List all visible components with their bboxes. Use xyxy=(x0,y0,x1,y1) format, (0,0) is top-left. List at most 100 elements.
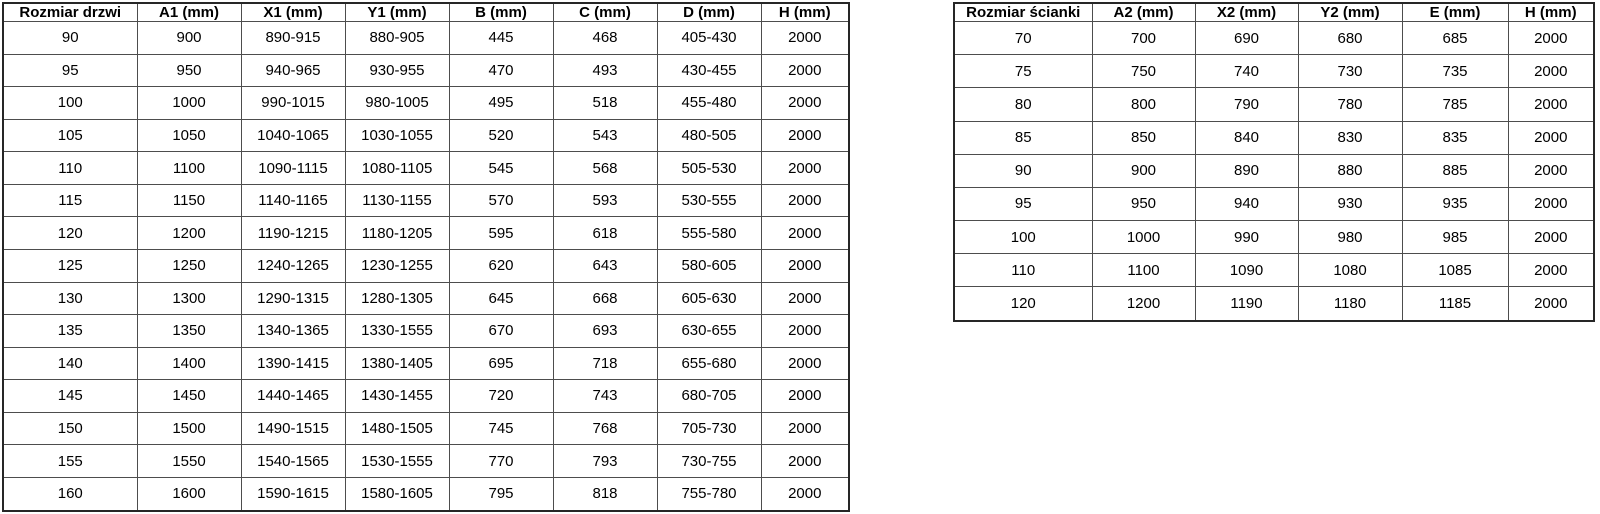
table-cell: 555-580 xyxy=(656,216,762,250)
column-header: A2 (mm) xyxy=(1091,2,1196,22)
table-cell: 1190 xyxy=(1194,286,1299,322)
table-cell: 95 xyxy=(953,186,1093,222)
table-cell: 125 xyxy=(2,248,138,283)
table-cell: 568 xyxy=(552,151,658,185)
table-cell: 2000 xyxy=(1507,220,1595,255)
table-cell: 1050 xyxy=(136,118,242,153)
table-cell: 1450 xyxy=(136,379,242,413)
table-cell: 455-480 xyxy=(656,86,762,120)
column-header: E (mm) xyxy=(1401,2,1509,22)
table-cell: 2000 xyxy=(760,151,850,185)
table-cell: 543 xyxy=(552,118,658,153)
table-cell: 750 xyxy=(1091,54,1196,89)
table-cell: 2000 xyxy=(760,346,850,381)
table-cell: 800 xyxy=(1091,87,1196,122)
table-cell: 643 xyxy=(552,248,658,283)
table-cell: 885 xyxy=(1401,153,1509,188)
table-cell: 2000 xyxy=(760,281,850,316)
table-cell: 1580-1605 xyxy=(344,476,450,512)
table-cell: 120 xyxy=(2,216,138,250)
table-cell: 2000 xyxy=(1507,87,1595,122)
table-cell: 1480-1505 xyxy=(344,411,450,446)
table-cell: 130 xyxy=(2,281,138,316)
table-cell: 445 xyxy=(448,21,554,55)
table-cell: 700 xyxy=(1091,20,1196,56)
table-cell: 495 xyxy=(448,86,554,120)
table-cell: 1400 xyxy=(136,346,242,381)
table-row: 100 1000 990-1015 980-1005 495 518 455-480 2000 xyxy=(2,86,850,120)
table-cell: 690 xyxy=(1194,20,1299,56)
column-header: D (mm) xyxy=(656,2,762,22)
table-cell: 743 xyxy=(552,379,658,413)
column-header: B (mm) xyxy=(448,2,554,22)
table-row: 145 1450 1440-1465 1430-1455 720 743 680-705 20… xyxy=(2,379,850,413)
table-cell: 1085 xyxy=(1401,253,1509,288)
table-cell: 1380-1405 xyxy=(344,346,450,381)
table-cell: 835 xyxy=(1401,120,1509,155)
table-cell: 740 xyxy=(1194,54,1299,89)
column-header: X2 (mm) xyxy=(1194,2,1299,22)
table-cell: 530-555 xyxy=(656,183,762,218)
table-cell: 830 xyxy=(1297,120,1403,155)
table-cell: 1280-1305 xyxy=(344,281,450,316)
table-cell: 730 xyxy=(1297,54,1403,89)
table-cell: 850 xyxy=(1091,120,1196,155)
table-row: 85 850 840 830 835 2000 xyxy=(953,120,1595,155)
table-cell: 518 xyxy=(552,86,658,120)
table-cell: 2000 xyxy=(760,411,850,446)
table-cell: 1290-1315 xyxy=(240,281,346,316)
table-cell: 990-1015 xyxy=(240,86,346,120)
table-row: 105 1050 1040-1065 1030-1055 520 543 480-505 20… xyxy=(2,118,850,153)
table-cell: 980-1005 xyxy=(344,86,450,120)
table-cell: 520 xyxy=(448,118,554,153)
table-cell: 990 xyxy=(1194,220,1299,255)
table-cell: 2000 xyxy=(1507,153,1595,188)
table-row: 80 800 790 780 785 2000 xyxy=(953,87,1595,122)
table-row: 125 1250 1240-1265 1230-1255 620 643 580-605 20… xyxy=(2,248,850,283)
table-cell: 2000 xyxy=(760,379,850,413)
table-cell: 1130-1155 xyxy=(344,183,450,218)
table-cell: 1080 xyxy=(1297,253,1403,288)
table-cell: 570 xyxy=(448,183,554,218)
table-row: 135 1350 1340-1365 1330-1555 670 693 630-655 20… xyxy=(2,314,850,348)
column-header: A1 (mm) xyxy=(136,2,242,22)
table-cell: 1180 xyxy=(1297,286,1403,322)
table-cell: 935 xyxy=(1401,186,1509,222)
table-cell: 1440-1465 xyxy=(240,379,346,413)
table-cell: 735 xyxy=(1401,54,1509,89)
column-header: H (mm) xyxy=(760,2,850,22)
table-row: 90 900 890-915 880-905 445 468 405-430 2000 xyxy=(2,21,850,55)
table-cell: 110 xyxy=(953,253,1093,288)
table-cell: 755-780 xyxy=(656,476,762,512)
table-cell: 2000 xyxy=(760,314,850,348)
table-cell: 505-530 xyxy=(656,151,762,185)
table-cell: 2000 xyxy=(1507,20,1595,56)
table-cell: 1530-1555 xyxy=(344,444,450,478)
table-cell: 110 xyxy=(2,151,138,185)
table-row: 115 1150 1140-1165 1130-1155 570 593 530-555 20… xyxy=(2,183,850,218)
table-cell: 1140-1165 xyxy=(240,183,346,218)
table-cell: 405-430 xyxy=(656,21,762,55)
table-cell: 2000 xyxy=(760,183,850,218)
column-header: Y1 (mm) xyxy=(344,2,450,22)
table-row: 120 1200 1190 1180 1185 2000 xyxy=(953,286,1595,322)
table-cell: 1300 xyxy=(136,281,242,316)
table-cell: 135 xyxy=(2,314,138,348)
table-cell: 90 xyxy=(2,21,138,55)
table-cell: 2000 xyxy=(760,248,850,283)
table-cell: 930-955 xyxy=(344,53,450,88)
table-cell: 880 xyxy=(1297,153,1403,188)
table-row: 160 1600 1590-1615 1580-1605 795 818 755-780 20… xyxy=(2,476,850,512)
table-cell: 900 xyxy=(1091,153,1196,188)
table-cell: 1200 xyxy=(1091,286,1196,322)
table-cell: 120 xyxy=(953,286,1093,322)
table-cell: 1540-1565 xyxy=(240,444,346,478)
table-cell: 470 xyxy=(448,53,554,88)
table-cell: 1330-1555 xyxy=(344,314,450,348)
table-cell: 605-630 xyxy=(656,281,762,316)
table-cell: 818 xyxy=(552,476,658,512)
table-cell: 145 xyxy=(2,379,138,413)
column-header: C (mm) xyxy=(552,2,658,22)
table-cell: 1200 xyxy=(136,216,242,250)
table-cell: 2000 xyxy=(760,216,850,250)
